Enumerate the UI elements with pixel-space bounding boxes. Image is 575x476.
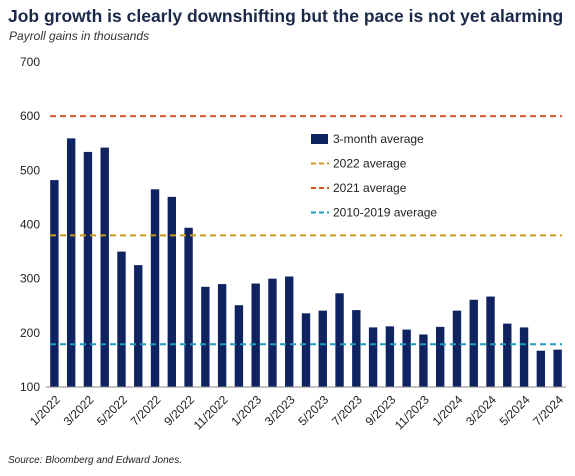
y-tick-label: 100 [20, 380, 40, 394]
y-tick-label: 500 [20, 163, 40, 177]
bar [352, 310, 361, 387]
x-tick-label: 11/2022 [191, 392, 231, 432]
source-note: Source: Bloomberg and Edward Jones. [8, 455, 182, 466]
x-tick-label: 5/2023 [295, 392, 331, 428]
x-tick-label: 7/2023 [329, 392, 365, 428]
x-tick-label: 1/2023 [228, 392, 264, 428]
bar [100, 147, 109, 387]
bar [385, 326, 395, 387]
bar [184, 227, 193, 387]
bar [503, 323, 512, 387]
bar [368, 327, 378, 387]
bars-group [50, 138, 562, 387]
x-tick-label: 1/2024 [430, 392, 466, 428]
bar [150, 189, 160, 387]
bar [66, 138, 76, 387]
chart-subtitle: Payroll gains in thousands [9, 29, 150, 43]
legend: 3-month average 2022 average 2021 average 2… [311, 132, 437, 220]
bar [536, 350, 546, 387]
bar [402, 329, 411, 387]
legend-label: 2021 average [333, 181, 407, 195]
x-tick-label: 11/2023 [392, 392, 432, 432]
y-tick-label: 300 [20, 272, 40, 286]
bar [201, 286, 210, 387]
chart-title: Job growth is clearly downshifting but t… [8, 6, 564, 26]
x-tick-label: 3/2024 [463, 392, 499, 428]
bar [335, 293, 344, 387]
x-tick-label: 5/2024 [497, 392, 533, 428]
x-axis: 1/20223/20225/20227/20229/202211/20221/2… [27, 392, 566, 432]
y-tick-label: 700 [20, 55, 40, 69]
reference-lines [50, 115, 562, 346]
y-tick-label: 200 [20, 326, 40, 340]
bar [419, 334, 428, 387]
bar [251, 283, 260, 387]
legend-label: 3-month average [333, 132, 424, 146]
bar [83, 151, 93, 387]
bar [50, 180, 59, 387]
x-tick-label: 3/2022 [61, 392, 97, 428]
legend-label: 2022 average [333, 157, 407, 171]
bar [268, 278, 277, 387]
bar [217, 284, 227, 387]
x-tick-label: 3/2023 [262, 392, 298, 428]
bar [285, 276, 294, 387]
bar [519, 327, 529, 387]
y-tick-label: 600 [20, 109, 40, 123]
legend-label: 2010-2019 average [333, 206, 437, 220]
bar [234, 305, 244, 387]
bar [452, 310, 462, 387]
y-axis: 100 200 300 400 500 600 700 [20, 55, 40, 394]
bar [436, 326, 445, 387]
x-tick-label: 5/2022 [94, 392, 130, 428]
legend-swatch [311, 134, 328, 144]
bar [134, 265, 143, 387]
bar [318, 310, 327, 387]
bar [301, 313, 311, 387]
y-tick-label: 400 [20, 218, 40, 232]
bar [117, 251, 126, 387]
bar [167, 196, 176, 387]
bar [553, 349, 562, 387]
bar [486, 296, 495, 387]
x-tick-label: 1/2022 [27, 392, 63, 428]
x-tick-label: 7/2022 [128, 392, 164, 428]
x-tick-label: 7/2024 [530, 392, 566, 428]
